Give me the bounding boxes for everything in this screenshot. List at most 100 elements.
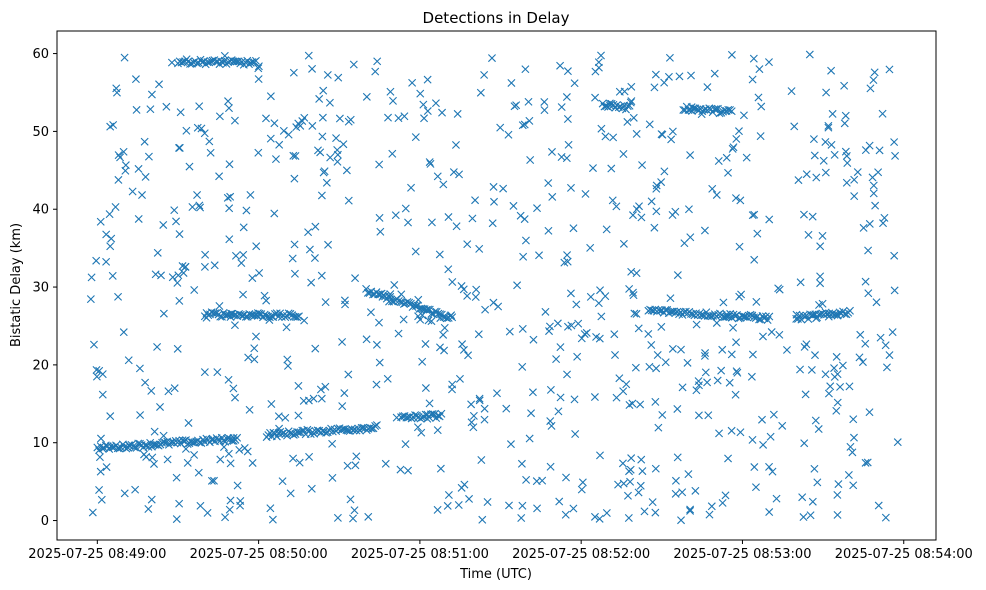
detection-point <box>443 501 452 510</box>
detection-point <box>245 405 254 414</box>
detection-point <box>141 378 150 387</box>
detection-point <box>859 223 868 232</box>
detection-point <box>861 458 870 467</box>
detection-point <box>390 280 399 289</box>
detection-point <box>572 300 581 309</box>
detection-point <box>224 449 233 458</box>
detection-point <box>796 278 805 287</box>
detection-point <box>288 254 297 263</box>
y-tick-label: 0 <box>41 514 49 529</box>
detection-point <box>316 385 325 394</box>
detection-point <box>619 150 628 159</box>
detection-point <box>197 124 206 133</box>
detection-point <box>638 467 647 476</box>
detection-point <box>506 440 515 449</box>
detection-point <box>818 231 827 240</box>
detection-point <box>876 333 885 342</box>
detection-point <box>844 470 853 479</box>
detection-point <box>619 387 628 396</box>
detection-point <box>845 306 854 315</box>
detection-point <box>856 330 865 339</box>
x-tick-label: 2025-07-25 08:50:00 <box>190 547 328 562</box>
detection-point <box>574 319 583 328</box>
y-tick-label: 20 <box>32 358 49 373</box>
detection-point <box>448 313 457 322</box>
data-markers <box>86 50 902 525</box>
detection-point <box>480 415 489 424</box>
detection-point <box>426 410 435 419</box>
detection-point <box>841 111 850 120</box>
detection-point <box>615 374 624 383</box>
detection-point <box>96 467 105 476</box>
detection-point <box>341 300 350 309</box>
detection-point <box>632 129 641 138</box>
detection-point <box>790 122 799 131</box>
detection-point <box>668 127 677 136</box>
detection-point <box>816 242 825 251</box>
detection-point <box>225 204 234 213</box>
chart-title: Detections in Delay <box>423 9 570 27</box>
detection-point <box>97 495 106 504</box>
detection-point <box>138 191 147 200</box>
detection-point <box>108 271 117 280</box>
detection-point <box>102 463 111 472</box>
detection-point <box>174 271 183 280</box>
detection-point <box>766 432 775 441</box>
detection-point <box>203 508 212 517</box>
detection-point <box>625 101 634 110</box>
detection-point <box>627 97 636 106</box>
detection-point <box>267 400 276 409</box>
detection-point <box>863 458 872 467</box>
detection-point <box>890 286 899 295</box>
detection-point <box>767 328 776 337</box>
detection-point <box>372 380 381 389</box>
detection-point <box>742 153 751 162</box>
detection-point <box>375 318 383 327</box>
detection-point <box>657 178 666 187</box>
detection-point <box>517 459 526 468</box>
detection-point <box>367 424 376 433</box>
detection-point <box>225 104 233 113</box>
detection-point <box>828 109 837 118</box>
detection-point <box>671 489 680 498</box>
detection-point <box>624 513 633 522</box>
detection-point <box>278 477 287 486</box>
detection-point <box>765 508 774 517</box>
detection-point <box>338 402 347 411</box>
detection-point <box>418 357 427 366</box>
detection-point <box>371 422 380 430</box>
detection-point <box>586 292 595 301</box>
detection-point <box>869 189 878 198</box>
detection-point <box>518 121 527 130</box>
detection-point <box>750 463 759 472</box>
detection-point <box>134 214 143 223</box>
detection-point <box>811 416 820 425</box>
detection-point <box>597 51 605 60</box>
detection-point <box>625 467 634 476</box>
detection-point <box>631 363 640 372</box>
detection-point <box>563 251 572 260</box>
detection-point <box>830 150 839 159</box>
detection-point <box>250 344 259 353</box>
y-axis-title: Bistatic Delay (km) <box>9 223 24 347</box>
detection-point <box>802 340 811 349</box>
detection-point <box>654 306 663 314</box>
detection-point <box>401 204 410 213</box>
detection-point <box>540 97 549 106</box>
detection-point <box>300 316 309 325</box>
x-tick-label: 2025-07-25 08:49:00 <box>28 547 166 562</box>
detection-point <box>651 508 660 517</box>
detection-point <box>722 153 731 162</box>
detection-point <box>459 345 468 354</box>
detection-point <box>833 510 842 519</box>
detection-point <box>830 364 839 373</box>
detection-point <box>750 255 759 264</box>
detection-point <box>827 66 836 75</box>
detection-point <box>875 146 884 155</box>
detection-point <box>553 319 562 328</box>
detection-point <box>436 464 445 473</box>
detection-point <box>748 75 757 84</box>
detection-point <box>153 248 162 257</box>
detection-point <box>735 242 744 251</box>
detection-point <box>300 113 309 122</box>
